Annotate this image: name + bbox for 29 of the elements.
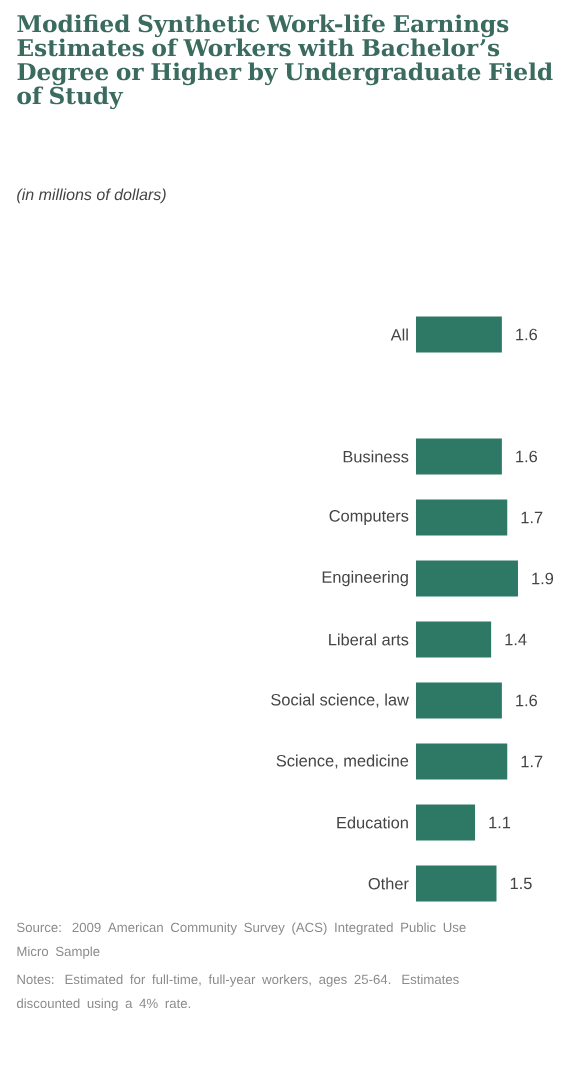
- y-tick-label: Education: [337, 816, 408, 829]
- bar: [415, 682, 502, 719]
- text: (in millions of dollars): [17, 188, 166, 204]
- y-tick-label: Liberal arts: [329, 633, 409, 646]
- data-label: 1.4: [505, 633, 527, 646]
- y-tick-label: Social science, law: [271, 693, 409, 708]
- y-tick-label: All: [390, 328, 408, 341]
- data-label: 1.9: [532, 572, 554, 585]
- bar: [415, 865, 497, 902]
- bar: [415, 621, 492, 658]
- data-label: 1.6: [516, 450, 538, 463]
- data-label: 1.6: [516, 328, 538, 341]
- bar: [415, 499, 508, 536]
- data-label: 1.1: [489, 816, 511, 829]
- y-tick-label: Business: [343, 450, 409, 463]
- y-tick-label: Science, medicine: [276, 754, 409, 769]
- bar: [415, 316, 502, 353]
- bar: [415, 438, 502, 475]
- bar: [415, 560, 518, 597]
- y-tick-label: Computers: [329, 510, 409, 525]
- y-tick-label: Other: [368, 877, 409, 890]
- data-label: 1.6: [516, 694, 538, 707]
- y-tick-label: Engineering: [322, 570, 408, 587]
- data-label: 1.7: [521, 511, 543, 524]
- data-label: 1.7: [521, 755, 543, 768]
- bar: [415, 804, 476, 841]
- data-label: 1.5: [510, 877, 532, 890]
- bar: [415, 743, 508, 780]
- chart-title: Modified Synthetic Work-life Earnings Estimates of Workers with Bachelor’s Degree or Higher by Undergraduate Field of Study: [17, 14, 553, 110]
